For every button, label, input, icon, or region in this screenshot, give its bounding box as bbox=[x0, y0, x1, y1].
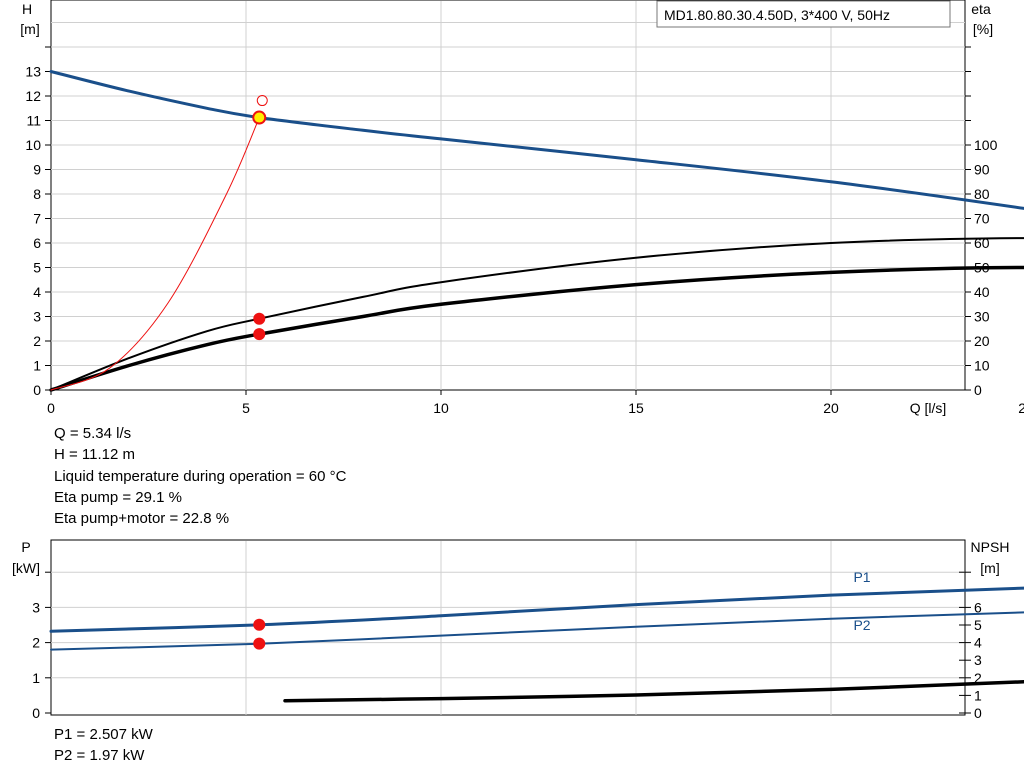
p2-series-label: P2 bbox=[853, 617, 870, 633]
eta-total-curve bbox=[49, 265, 1024, 392]
y2-tick-label: 10 bbox=[974, 358, 990, 374]
x-tick-label: 20 bbox=[823, 400, 839, 416]
y2-tick-label: 30 bbox=[974, 309, 990, 325]
y2-tick-label: 70 bbox=[974, 211, 990, 227]
y-tick-label: 2 bbox=[32, 635, 40, 651]
y2-tick-label: 4 bbox=[974, 635, 982, 651]
liquid-temperature: Liquid temperature during operation = 60… bbox=[54, 467, 347, 485]
y-left-label: P bbox=[21, 539, 30, 555]
y-right-unit: [m] bbox=[980, 560, 999, 576]
power-point-marker bbox=[253, 637, 266, 650]
flow-value: Q = 5.34 l/s bbox=[54, 425, 132, 442]
y-tick-label: 7 bbox=[33, 211, 41, 227]
head-value: H = 11.12 m bbox=[54, 446, 136, 464]
plot-frame bbox=[50, 0, 966, 391]
y-tick-label: 0 bbox=[32, 705, 40, 721]
head-curve bbox=[49, 70, 1024, 210]
y-tick-label: 13 bbox=[25, 64, 41, 80]
p1-curve bbox=[49, 586, 1024, 633]
eta-pump-curve bbox=[50, 237, 1024, 391]
y2-tick-label: 0 bbox=[974, 705, 982, 721]
p1-value: P1 = 2.507 kW bbox=[54, 726, 153, 743]
operating-point-marker bbox=[252, 110, 267, 125]
y-tick-label: 6 bbox=[33, 235, 41, 251]
x-axis-label: Q [l/s] bbox=[910, 400, 947, 416]
npsh-curve bbox=[283, 680, 1024, 703]
y-tick-label: 1 bbox=[32, 670, 40, 686]
power-info: P1 = 2.507 kW P2 = 1.97 kW bbox=[54, 724, 153, 767]
series bbox=[49, 586, 1024, 703]
efficiency-point-marker bbox=[253, 312, 266, 325]
y-tick-label: 0 bbox=[33, 382, 41, 398]
eta-total-value: Eta pump+motor = 22.8 % bbox=[54, 510, 230, 528]
system-curve bbox=[50, 117, 260, 391]
y2-tick-label: 80 bbox=[974, 186, 990, 202]
y2-tick-label: 20 bbox=[974, 333, 990, 349]
x-tick-label: 25 bbox=[1018, 400, 1024, 416]
y-tick-label: 3 bbox=[33, 309, 41, 325]
y-tick-label: 4 bbox=[33, 284, 41, 300]
y-tick-label: 9 bbox=[33, 162, 41, 178]
p2-curve bbox=[50, 611, 1024, 651]
power-point-marker bbox=[253, 618, 266, 631]
p1-series-label: P1 bbox=[853, 569, 870, 585]
series bbox=[49, 70, 1024, 392]
y2-tick-label: 0 bbox=[974, 382, 982, 398]
y-left-unit: [kW] bbox=[12, 560, 40, 576]
efficiency-point-marker bbox=[253, 328, 266, 341]
y-right-unit: [%] bbox=[973, 21, 993, 37]
y2-tick-label: 1 bbox=[974, 687, 982, 703]
y-tick-label: 1 bbox=[33, 358, 41, 374]
title-box bbox=[656, 0, 951, 28]
y-tick-label: 5 bbox=[33, 260, 41, 276]
y2-tick-label: 40 bbox=[974, 284, 990, 300]
y2-tick-label: 5 bbox=[974, 617, 982, 633]
requested-point-marker bbox=[256, 95, 268, 107]
y-tick-label: 2 bbox=[33, 333, 41, 349]
eta-pump-value: Eta pump = 29.1 % bbox=[54, 488, 182, 506]
points bbox=[253, 618, 266, 650]
p2-value: P2 = 1.97 kW bbox=[54, 747, 145, 765]
y-tick-label: 3 bbox=[32, 599, 40, 615]
y2-tick-label: 2 bbox=[974, 670, 982, 686]
y2-tick-label: 6 bbox=[974, 599, 982, 615]
y-left-unit: [m] bbox=[20, 21, 39, 37]
points bbox=[252, 95, 268, 341]
chart-title: MD1.80.80.30.4.50D, 3*400 V, 50Hz bbox=[664, 7, 890, 23]
y-tick-label: 10 bbox=[25, 137, 41, 153]
operating-point-info: Q = 5.34 l/s H = 11.12 m Liquid temperat… bbox=[54, 423, 346, 529]
y-left-label: H bbox=[22, 1, 32, 17]
pump-curve-chart: 0510152025303540012345678910111213010203… bbox=[20, 0, 1024, 416]
y2-tick-label: 90 bbox=[974, 162, 990, 178]
y-right-label: NPSH bbox=[971, 539, 1010, 555]
y-tick-label: 12 bbox=[25, 88, 41, 104]
y2-tick-label: 100 bbox=[974, 137, 998, 153]
y2-tick-label: 3 bbox=[974, 652, 982, 668]
grid bbox=[51, 541, 965, 715]
y-tick-label: 8 bbox=[33, 186, 41, 202]
x-tick-label: 5 bbox=[242, 400, 250, 416]
y-right-label: eta bbox=[971, 1, 991, 17]
axes: 0510152025303540012345678910111213010203… bbox=[25, 46, 1024, 416]
x-tick-label: 15 bbox=[628, 400, 644, 416]
x-tick-label: 10 bbox=[433, 400, 449, 416]
y-tick-label: 11 bbox=[26, 113, 41, 129]
y2-tick-label: 60 bbox=[974, 235, 990, 251]
x-tick-label: 0 bbox=[47, 400, 55, 416]
